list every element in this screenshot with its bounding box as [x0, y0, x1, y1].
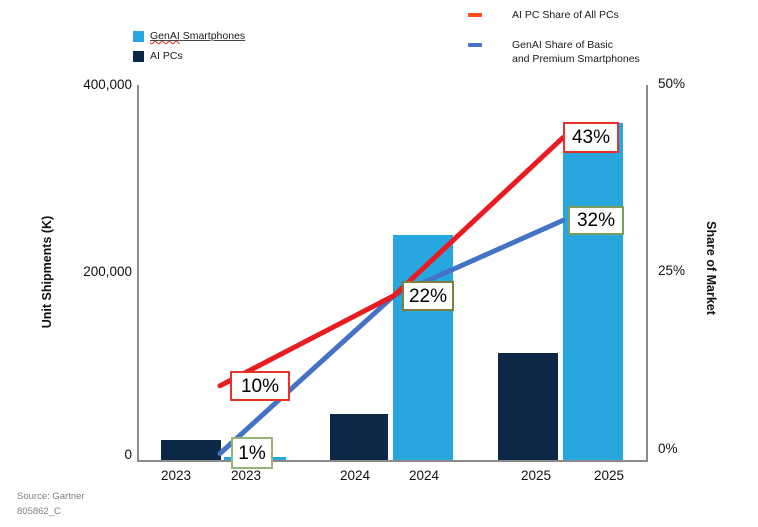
x-label-2024-aipcs: 2024	[339, 468, 371, 483]
annotation-32pct: 32%	[568, 206, 624, 235]
ai-pcs-swatch-icon	[133, 50, 144, 62]
bar-series-legend: GenAI Smartphones AI PCs	[133, 26, 245, 66]
legend-label-ai-pcs: AI PCs	[150, 50, 183, 62]
annotation-43pct: 43%	[563, 122, 619, 153]
annotation-22pct: 22%	[402, 281, 454, 311]
left-tick-400000: 400,000	[83, 77, 132, 92]
bar-ai-pcs-2024	[330, 414, 388, 461]
legend-item-ai-pcs: AI PCs	[133, 46, 245, 66]
right-tick-0pct: 0%	[658, 441, 678, 456]
line-series-legend: AI PC Share of All PCs GenAI Share of Ba…	[468, 8, 640, 82]
left-tick-0: 0	[124, 447, 132, 462]
bar-genai-smartphones-2025	[563, 122, 623, 461]
right-tick-25pct: 25%	[658, 263, 686, 278]
legend-word-smartphones: Smartphones	[182, 30, 246, 42]
x-axis-line	[137, 460, 648, 462]
genai-share-dash-icon	[468, 43, 482, 47]
annotation-10pct: 10%	[230, 371, 290, 401]
legend-item-ai-pc-share: AI PC Share of All PCs	[468, 8, 640, 22]
right-axis-title: Share of Market	[704, 221, 718, 315]
legend-label-ai-pc-share: AI PC Share of All PCs	[512, 9, 619, 21]
ai-pc-share-dash-icon	[468, 13, 482, 17]
legend-genai-share-line1: GenAI Share of Basic	[512, 39, 613, 51]
right-tick-50pct: 50%	[658, 76, 686, 91]
document-id: 805862_C	[17, 506, 61, 517]
left-axis-line	[137, 85, 139, 462]
legend-label-genai-share: GenAI Share of Basic and Premium Smartph…	[512, 38, 640, 66]
x-label-2023-genai: 2023	[230, 468, 262, 483]
annotation-1pct: 1%	[231, 437, 273, 469]
legend-item-genai-smartphones: GenAI Smartphones	[133, 26, 245, 46]
legend-genai-share-line2: and Premium Smartphones	[512, 53, 640, 65]
left-axis-title: Unit Shipments (K)	[40, 215, 54, 329]
genai-smartphones-swatch-icon	[133, 30, 144, 42]
legend-word-genai: GenAI	[150, 30, 180, 42]
bar-genai-smartphones-2024	[393, 235, 453, 461]
right-axis-line	[646, 85, 648, 462]
x-label-2023-aipcs: 2023	[160, 468, 192, 483]
source-note: Source: Gartner	[17, 491, 85, 502]
bar-ai-pcs-2023	[161, 440, 221, 461]
x-label-2025-aipcs: 2025	[520, 468, 552, 483]
x-label-2025-genai: 2025	[593, 468, 625, 483]
legend-label-genai-smartphones: GenAI Smartphones	[150, 30, 245, 42]
left-tick-200000: 200,000	[83, 264, 132, 279]
x-label-2024-genai: 2024	[408, 468, 440, 483]
ai-pc-share-line	[217, 135, 566, 389]
bar-ai-pcs-2025	[498, 352, 558, 461]
legend-item-genai-share: GenAI Share of Basic and Premium Smartph…	[468, 38, 640, 66]
